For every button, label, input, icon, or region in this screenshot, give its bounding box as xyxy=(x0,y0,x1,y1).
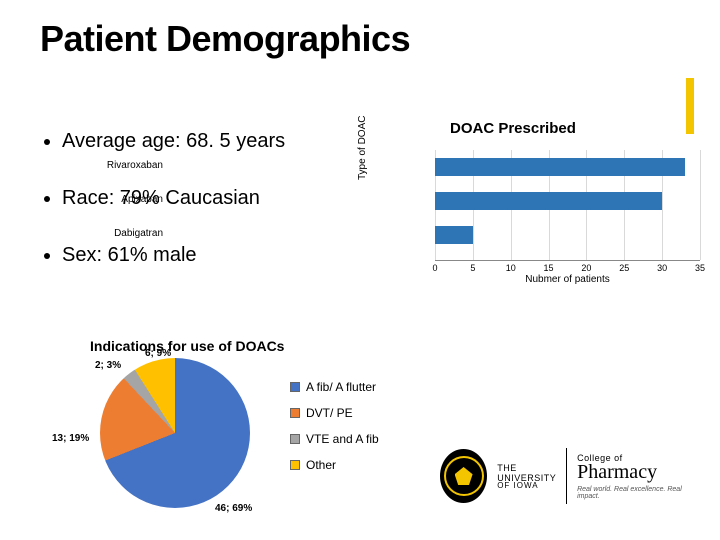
logo-seal-icon xyxy=(440,449,487,503)
logo-divider xyxy=(566,448,567,504)
bar-category-label: Apixaban xyxy=(83,194,163,205)
slide: Patient Demographics Average age: 68. 5 … xyxy=(0,0,720,540)
page-title: Patient Demographics xyxy=(40,18,410,60)
bar-tick-label: 15 xyxy=(544,263,554,273)
legend-swatch xyxy=(290,382,300,392)
bar xyxy=(435,192,662,210)
bar xyxy=(435,226,473,244)
bar-tick-label: 20 xyxy=(581,263,591,273)
bar-tick-label: 10 xyxy=(506,263,516,273)
bar-tick-label: 0 xyxy=(432,263,437,273)
pie-slice-label: 46; 69% xyxy=(215,503,252,514)
bar-tick-label: 35 xyxy=(695,263,705,273)
bullet-item: Average age: 68. 5 years xyxy=(62,130,350,153)
bar-category-label: Rivaroxaban xyxy=(83,160,163,171)
legend-label: VTE and A fib xyxy=(306,432,379,446)
legend-label: Other xyxy=(306,458,336,472)
logo-line: THE xyxy=(497,463,556,473)
accent-bar xyxy=(686,78,694,134)
bar-tick-label: 5 xyxy=(470,263,475,273)
bar-chart: Type of DOAC RivaroxabanApixabanDabigatr… xyxy=(375,150,705,295)
logo-tagline: Real world. Real excellence. Real impact… xyxy=(577,486,690,500)
bar-y-axis-label: Type of DOAC xyxy=(357,116,368,180)
logo-college: Pharmacy xyxy=(577,461,690,484)
university-logo: THE UNIVERSITY OF IOWA College of Pharma… xyxy=(440,436,690,516)
pie-chart-title: Indications for use of DOACs xyxy=(90,338,284,354)
legend-swatch xyxy=(290,460,300,470)
bar-tick-label: 30 xyxy=(657,263,667,273)
bar-category-label: Dabigatran xyxy=(83,228,163,239)
legend-label: DVT/ PE xyxy=(306,406,353,420)
pie xyxy=(100,358,250,508)
pie-slice-label: 13; 19% xyxy=(52,433,89,444)
legend-item: VTE and A fib xyxy=(290,432,379,446)
legend-swatch xyxy=(290,434,300,444)
bullet-list: Average age: 68. 5 years Race: 79% Cauca… xyxy=(40,130,350,301)
pie-chart: 46; 69%13; 19%2; 3%6; 9% xyxy=(100,358,250,508)
legend-item: A fib/ A flutter xyxy=(290,380,379,394)
bar-gridline xyxy=(700,150,701,260)
legend-item: DVT/ PE xyxy=(290,406,379,420)
legend-item: Other xyxy=(290,458,379,472)
pie-slice-label: 6; 9% xyxy=(145,348,171,359)
bar xyxy=(435,158,685,176)
bar-x-axis-label: Nubmer of patients xyxy=(435,274,700,285)
pie-legend: A fib/ A flutter DVT/ PE VTE and A fib Othe… xyxy=(290,380,379,484)
bullet-item: Sex: 61% male xyxy=(62,244,350,267)
bar-tick-label: 25 xyxy=(619,263,629,273)
bar-chart-title: DOAC Prescribed xyxy=(450,120,576,137)
pie-slice-label: 2; 3% xyxy=(95,360,121,371)
legend-label: A fib/ A flutter xyxy=(306,380,376,394)
legend-swatch xyxy=(290,408,300,418)
